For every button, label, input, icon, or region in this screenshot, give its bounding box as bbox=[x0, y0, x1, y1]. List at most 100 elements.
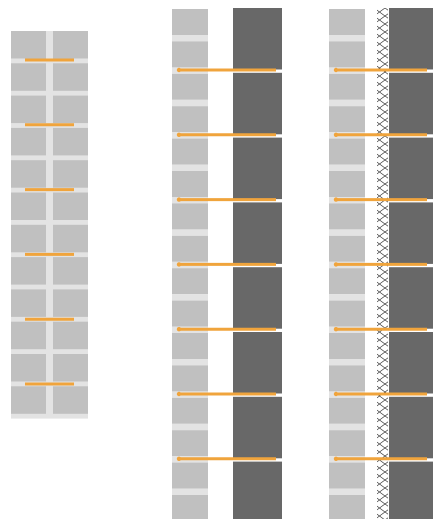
brick-course bbox=[172, 365, 208, 392]
brick-course bbox=[329, 235, 365, 262]
insulation-block bbox=[233, 332, 282, 394]
brick-right bbox=[53, 127, 88, 156]
brick-course bbox=[172, 268, 208, 295]
brick-right bbox=[53, 289, 88, 317]
mortar-joint bbox=[329, 423, 365, 431]
brick-course bbox=[172, 300, 208, 327]
brick-right bbox=[53, 386, 88, 414]
brick-course bbox=[172, 333, 208, 359]
brick-course bbox=[329, 171, 365, 197]
insulation-block bbox=[389, 72, 433, 135]
brick-course bbox=[329, 9, 365, 35]
mortar-joint bbox=[329, 294, 365, 301]
mortar-joint bbox=[329, 488, 365, 495]
brick-course bbox=[172, 73, 208, 100]
mortar-joint bbox=[172, 99, 208, 107]
insulation-block bbox=[233, 137, 282, 200]
brick-left bbox=[11, 31, 46, 59]
insulation-block bbox=[233, 396, 282, 459]
brick-left bbox=[11, 192, 46, 220]
brick-course bbox=[329, 73, 365, 100]
brick-course bbox=[172, 203, 208, 230]
tie-end bbox=[176, 327, 182, 332]
insulation-block bbox=[233, 202, 282, 264]
tie-end bbox=[333, 132, 339, 137]
brick-course bbox=[172, 106, 208, 133]
brick-left bbox=[11, 127, 46, 156]
brick-left bbox=[11, 354, 46, 382]
insulation-block bbox=[233, 267, 282, 329]
brick-mesh-block-wall-section bbox=[329, 8, 433, 519]
tie-end bbox=[176, 391, 182, 397]
tie-end bbox=[333, 67, 339, 73]
insulation-block bbox=[389, 396, 433, 459]
brick-course bbox=[329, 203, 365, 230]
insulation-block bbox=[389, 8, 433, 70]
mortar-joint bbox=[172, 229, 208, 236]
brick-course bbox=[172, 495, 208, 519]
insulation-block bbox=[233, 461, 282, 519]
tie-end bbox=[176, 197, 182, 202]
tie-end bbox=[333, 197, 339, 202]
mortar-joint bbox=[329, 35, 365, 42]
brick-right bbox=[53, 224, 88, 253]
brick-course bbox=[329, 300, 365, 327]
insulation-block bbox=[389, 267, 433, 329]
insulation-block bbox=[233, 8, 282, 70]
mortar-joint bbox=[329, 359, 365, 366]
brick-course bbox=[329, 333, 365, 359]
brick-left bbox=[11, 386, 46, 414]
mortar-joint bbox=[172, 35, 208, 42]
brick-course bbox=[172, 41, 208, 68]
tie-end bbox=[176, 456, 182, 461]
tie-end bbox=[333, 456, 339, 461]
brick-course bbox=[172, 9, 208, 35]
tie-end bbox=[333, 327, 339, 332]
mortar-joint bbox=[172, 488, 208, 495]
brick-left bbox=[11, 289, 46, 317]
mortar-joint bbox=[329, 229, 365, 236]
insulation-block bbox=[389, 332, 433, 394]
brick-course bbox=[329, 365, 365, 392]
mortar-joint bbox=[172, 359, 208, 366]
tie-end bbox=[333, 262, 339, 267]
brick-left bbox=[11, 63, 46, 91]
brick-left bbox=[11, 321, 46, 350]
brick-right bbox=[53, 321, 88, 350]
insulation-block bbox=[389, 202, 433, 264]
tie-end bbox=[176, 262, 182, 267]
tie-end bbox=[176, 67, 182, 73]
brick-and-block-cavity-wall-section bbox=[172, 8, 282, 519]
insulation-block bbox=[233, 72, 282, 135]
brick-left bbox=[11, 224, 46, 253]
brick-course bbox=[172, 171, 208, 197]
brick-left bbox=[11, 160, 46, 188]
insulation-block bbox=[389, 461, 433, 519]
brick-course bbox=[329, 397, 365, 424]
brick-course bbox=[329, 462, 365, 489]
tie-end bbox=[176, 132, 182, 137]
brick-course bbox=[172, 397, 208, 424]
mortar-joint bbox=[172, 294, 208, 301]
mortar-joint bbox=[329, 164, 365, 171]
mortar-joint bbox=[329, 99, 365, 107]
brick-course bbox=[172, 138, 208, 165]
brick-right bbox=[53, 192, 88, 220]
brick-right bbox=[53, 257, 88, 285]
brick-course bbox=[172, 430, 208, 457]
brick-right bbox=[53, 63, 88, 91]
brick-course bbox=[329, 430, 365, 457]
brick-course bbox=[329, 268, 365, 295]
brick-course bbox=[329, 138, 365, 165]
brick-left bbox=[11, 257, 46, 285]
brick-course bbox=[172, 235, 208, 262]
tie-end bbox=[333, 391, 339, 397]
mortar-joint bbox=[172, 164, 208, 171]
brick-course bbox=[329, 41, 365, 68]
brick-course bbox=[329, 495, 365, 519]
brick-right bbox=[53, 95, 88, 124]
brick-right bbox=[53, 160, 88, 188]
brick-course bbox=[329, 106, 365, 133]
brick-course bbox=[172, 462, 208, 489]
